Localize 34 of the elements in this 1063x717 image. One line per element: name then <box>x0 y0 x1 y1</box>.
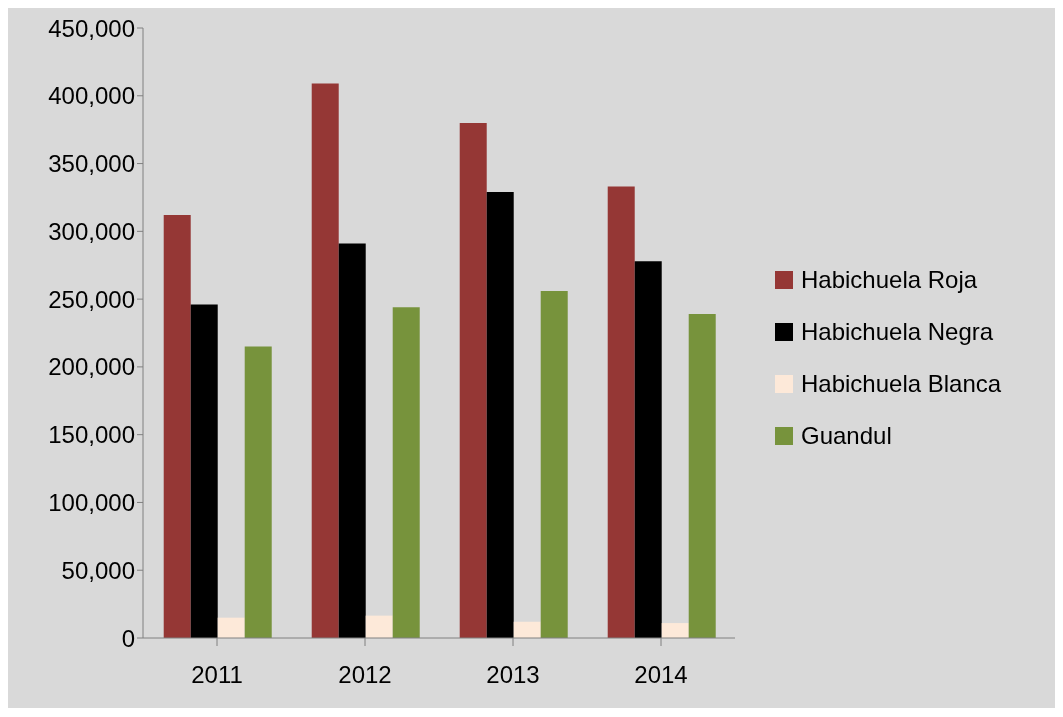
x-tick-label: 2011 <box>191 661 243 689</box>
y-tick-label: 100,000 <box>48 488 135 516</box>
y-tick-label: 350,000 <box>48 150 135 178</box>
bar <box>607 186 635 638</box>
x-tick-label: 2014 <box>634 661 688 689</box>
y-tick-label: 450,000 <box>48 14 135 42</box>
bar <box>190 304 218 638</box>
y-tick-label: 300,000 <box>48 217 135 245</box>
x-tick-label: 2012 <box>338 661 392 689</box>
bar <box>217 617 245 638</box>
bar <box>365 615 393 638</box>
y-tick-label: 250,000 <box>48 285 135 313</box>
y-tick-label: 50,000 <box>61 556 135 584</box>
bar <box>661 623 689 638</box>
y-tick-label: 400,000 <box>48 82 135 110</box>
legend-label: Habichuela Roja <box>801 265 978 295</box>
legend-label: Guandul <box>801 421 892 451</box>
bar <box>311 83 339 638</box>
bar <box>513 621 541 638</box>
legend-label: Habichuela Blanca <box>801 369 1002 399</box>
bar <box>392 307 420 638</box>
y-tick-label: 150,000 <box>48 421 135 449</box>
legend-label: Habichuela Negra <box>801 317 994 347</box>
bar <box>163 215 191 638</box>
bar <box>338 243 366 638</box>
y-tick-label: 200,000 <box>48 353 135 381</box>
bar <box>540 290 568 638</box>
bar <box>459 122 487 638</box>
bar <box>244 346 272 638</box>
bar <box>634 261 662 638</box>
y-tick-label: 0 <box>121 624 135 652</box>
x-tick-label: 2013 <box>486 661 540 689</box>
bar <box>688 314 716 638</box>
bar <box>486 192 514 638</box>
